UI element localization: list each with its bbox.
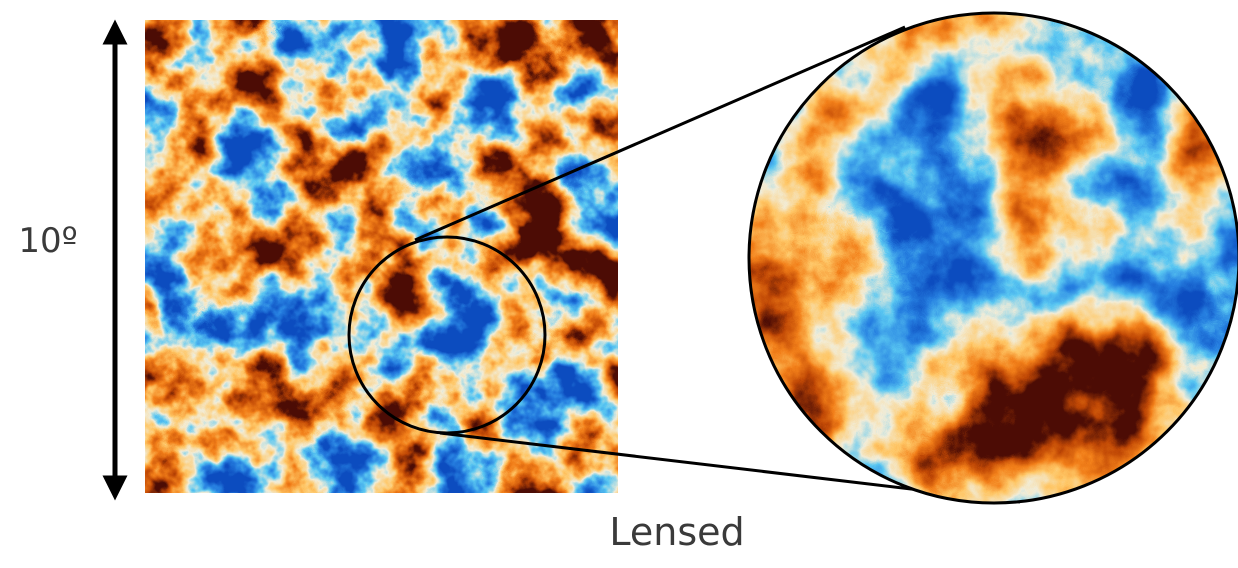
sky-map — [145, 20, 618, 493]
zoom-map — [749, 13, 1238, 503]
scale-label: 10º — [18, 221, 77, 261]
page: 10º Lensed (() => { const data = JSON.pa… — [0, 0, 1238, 564]
zoom-view — [749, 13, 1238, 503]
caption: Lensed — [609, 510, 744, 554]
figure: 10º Lensed — [0, 0, 1238, 564]
